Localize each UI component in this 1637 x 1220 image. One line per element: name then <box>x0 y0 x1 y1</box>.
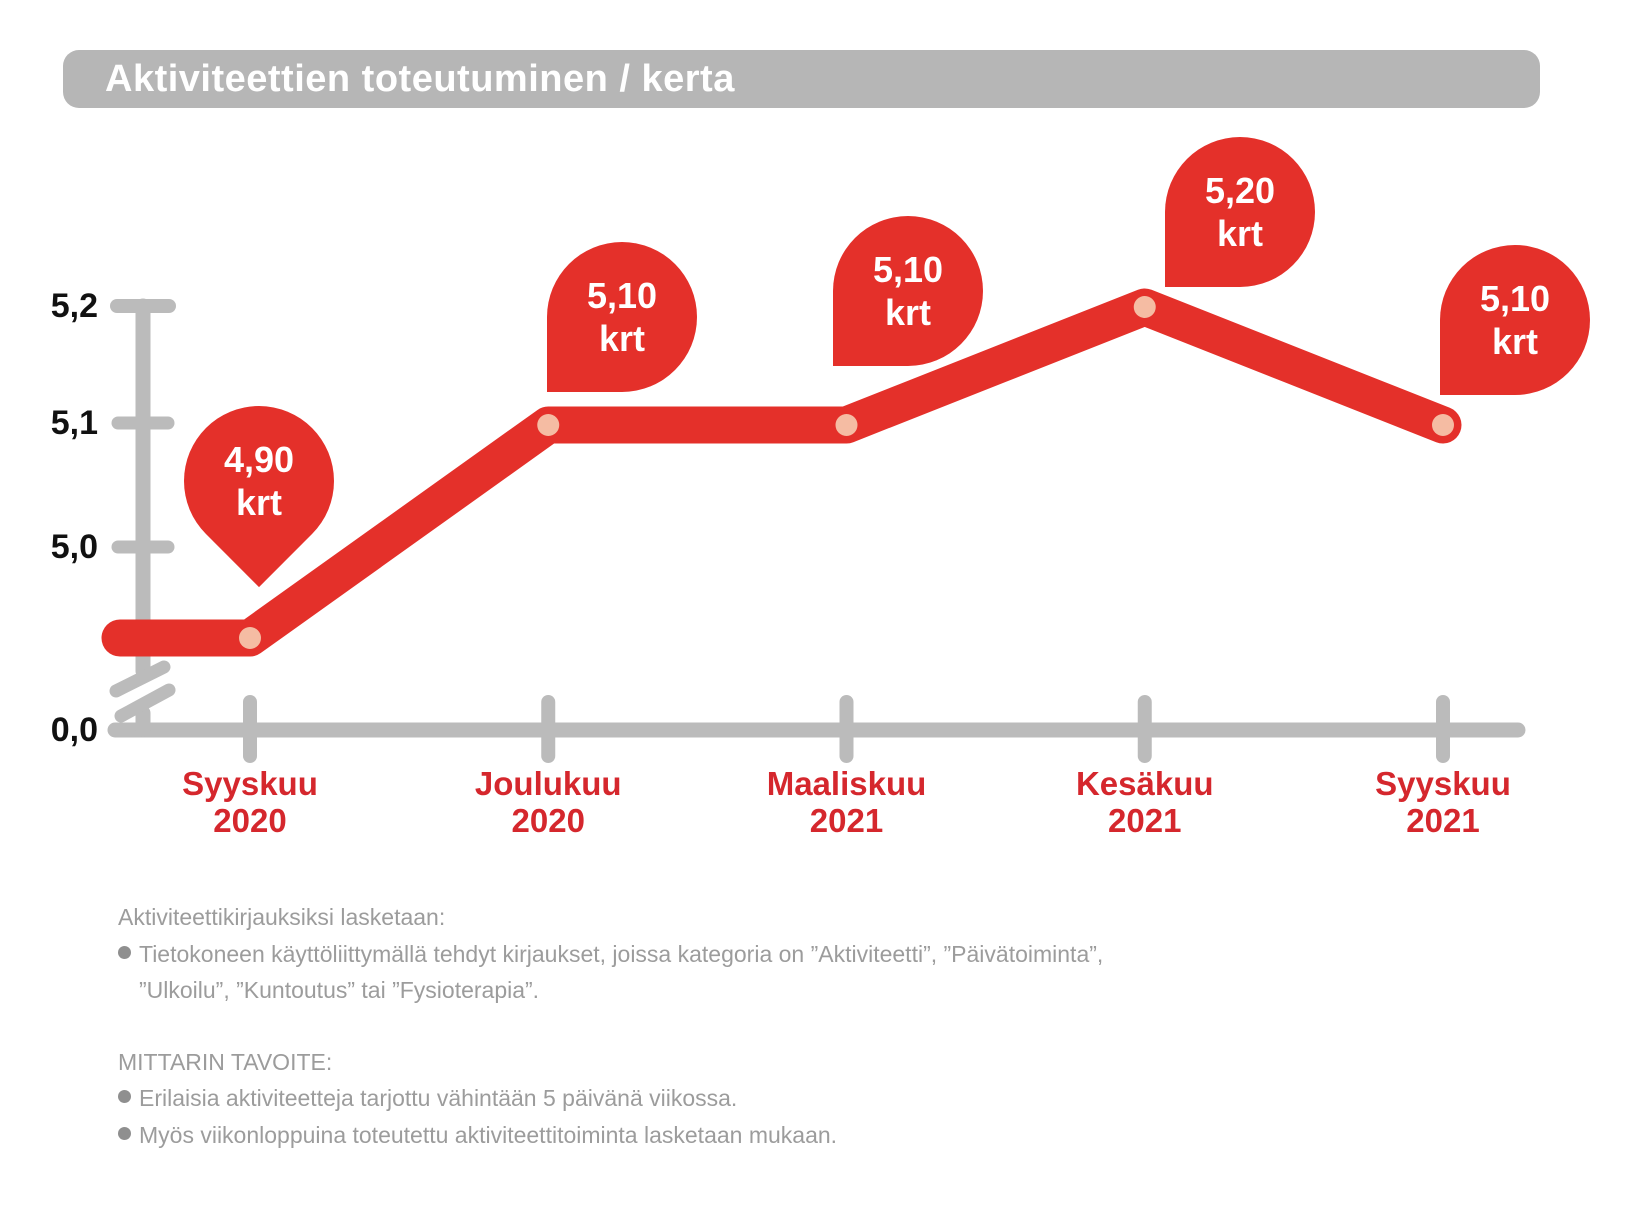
data-point <box>537 414 560 436</box>
value-balloon-label: 5,10 krt <box>586 275 658 359</box>
value-balloon: 5,10 krt <box>1440 245 1590 395</box>
value-balloon: 5,10 krt <box>547 242 697 392</box>
y-axis-tick-label: 5,2 <box>50 287 98 325</box>
y-axis-tick-label: 5,0 <box>50 528 98 566</box>
x-axis-category-label: Kesäkuu 2021 <box>1075 765 1214 839</box>
value-balloon-label: 5,10 krt <box>1479 278 1551 362</box>
value-balloon-label: 5,10 krt <box>872 249 944 333</box>
footnote-goal-heading: MITTARIN TAVOITE: <box>118 1048 333 1075</box>
x-axis-category-label: Joulukuu 2020 <box>474 765 622 839</box>
value-balloon-label: 5,20 krt <box>1204 170 1276 254</box>
data-point <box>239 627 261 649</box>
footnote-spacer <box>118 1009 1518 1044</box>
trend-line <box>101 288 1462 657</box>
footnote-bullet-text: Tietokoneen käyttöliittymällä tehdyt kir… <box>139 940 1104 967</box>
footnotes: Aktiviteettikirjauksiksi lasketaan: Tiet… <box>118 899 1518 1153</box>
bullet-icon <box>118 1126 131 1140</box>
axis-break-mark <box>114 683 176 723</box>
x-axis-category-label: Syyskuu 2021 <box>1375 765 1511 839</box>
footnote-intro-heading: Aktiviteettikirjauksiksi lasketaan: <box>118 904 446 930</box>
footnote-bullet-item: Erilaisia aktiviteetteja tarjottu vähint… <box>118 1080 1518 1117</box>
footnote-bullet-text: Erilaisia aktiviteetteja tarjottu vähint… <box>139 1085 738 1111</box>
footnote-bullet-continuation: ”Ulkoilu”, ”Kuntoutus” tai ”Fysioterapia… <box>139 977 540 1003</box>
data-point <box>835 414 858 436</box>
chart-canvas <box>101 288 1526 763</box>
footnote-bullet-text: Myös viikonloppuina toteutettu aktivitee… <box>139 1121 838 1148</box>
footnote-bullet-item: Tietokoneen käyttöliittymällä tehdyt kir… <box>118 936 1518 973</box>
value-balloon: 5,20 krt <box>1165 137 1315 287</box>
axis-break-mark <box>109 660 171 698</box>
data-point <box>1133 296 1156 318</box>
x-axis-category-label: Maaliskuu 2021 <box>766 765 927 839</box>
footnote-bullet-item: Myös viikonloppuina toteutettu aktivitee… <box>118 1117 1518 1154</box>
x-axis-category-label: Syyskuu 2020 <box>182 765 318 839</box>
data-point <box>1432 414 1454 436</box>
y-axis-tick-label: 0,0 <box>50 711 98 749</box>
value-balloon: 5,10 krt <box>833 216 983 366</box>
chart-title-banner: Aktiviteettien toteutuminen / kerta <box>63 50 1540 108</box>
y-axis-tick-label: 5,1 <box>50 404 98 442</box>
bullet-icon <box>118 945 131 959</box>
bullet-icon <box>118 1090 131 1103</box>
value-balloon-label: 4,90 krt <box>223 439 295 524</box>
chart-title: Aktiviteettien toteutuminen / kerta <box>105 58 735 100</box>
